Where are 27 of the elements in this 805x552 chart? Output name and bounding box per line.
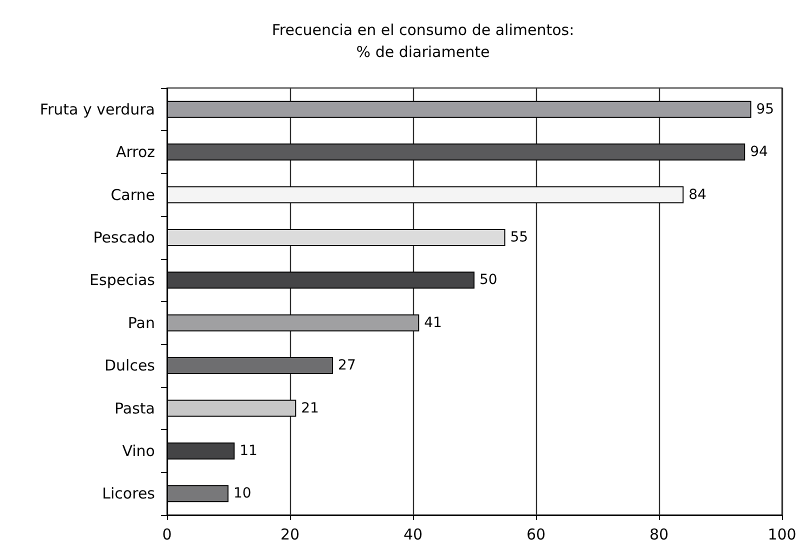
x-tick-label: 20 (280, 526, 300, 544)
y-tick-label: Especias (90, 271, 156, 290)
y-tick-label: Pasta (114, 399, 155, 418)
x-tick-label: 100 (768, 526, 796, 544)
y-tick-label: Pescado (93, 228, 155, 246)
y-tick-label: Pan (128, 314, 155, 332)
x-tick-label: 40 (403, 526, 423, 544)
y-tick-label: Dulces (104, 356, 156, 375)
x-tick-label: 0 (162, 526, 172, 544)
data-label: 94 (750, 144, 768, 160)
x-tick-label: 60 (526, 526, 546, 544)
y-tick-label: Fruta y verdura (40, 100, 155, 118)
data-label: 21 (301, 400, 319, 416)
data-label: 11 (240, 442, 258, 459)
y-tick-label: Licores (102, 484, 156, 503)
x-tick-label: 80 (649, 526, 669, 544)
chart-title: Frecuencia en el consumo de alimentos: % de diariamente (272, 21, 574, 61)
data-label: 10 (234, 486, 252, 502)
y-tick-label: Vino (122, 442, 155, 460)
data-label: 95 (756, 101, 774, 118)
y-tick-label: Carne (110, 186, 155, 204)
data-label: 55 (510, 229, 528, 246)
y-tick-label: Arroz (116, 143, 156, 162)
data-label: 50 (480, 272, 498, 288)
data-label: 84 (688, 186, 707, 203)
data-label: 41 (424, 314, 442, 331)
data-label: 27 (338, 358, 356, 374)
